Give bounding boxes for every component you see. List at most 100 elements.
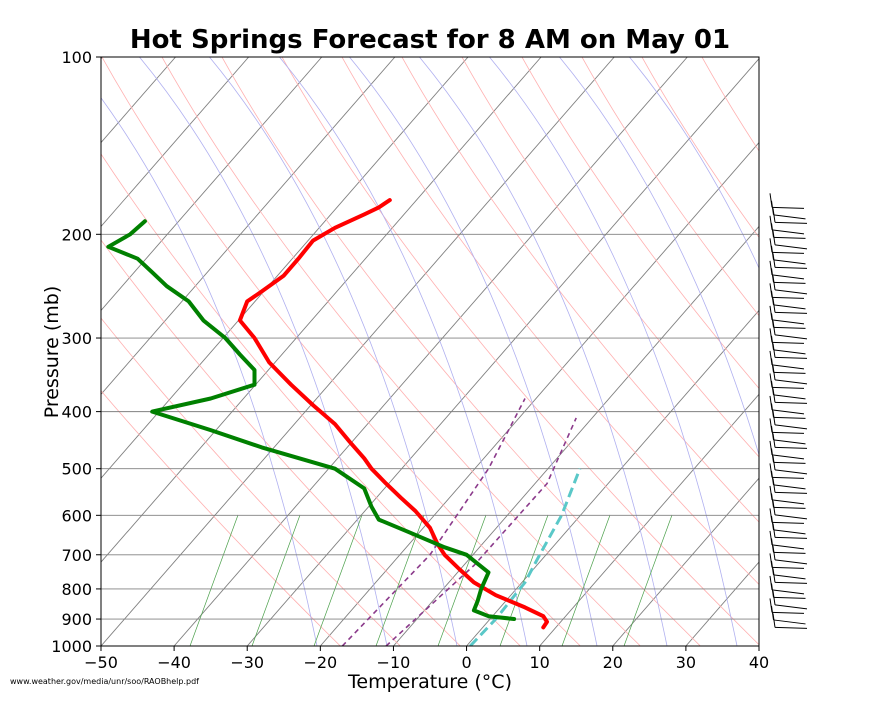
isotherm-line — [246, 57, 759, 646]
wind-barb — [769, 193, 805, 209]
moist-adiabat-line — [348, 57, 598, 646]
wind-barb — [771, 200, 806, 220]
wind-barb — [772, 545, 808, 565]
y-tick-label: 700 — [61, 546, 92, 565]
y-tick-label: 900 — [61, 610, 92, 629]
dry-adiabat-line — [101, 317, 401, 646]
isobar-gridlines — [101, 233, 759, 620]
wind-barb — [771, 245, 806, 265]
isotherm-line — [101, 57, 469, 479]
wind-barb — [772, 208, 808, 224]
wind-barb — [769, 215, 805, 235]
y-ticks: 1000 900 800 700 600 500 400 300 200 100 — [51, 48, 101, 656]
wind-barb — [769, 530, 805, 550]
mixing-ratio-line — [251, 514, 301, 646]
dry-adiabat-line — [101, 390, 341, 646]
wind-barb — [772, 523, 808, 539]
reference-line — [469, 468, 582, 646]
wind-barb — [772, 590, 808, 610]
dry-adiabat-line — [641, 57, 759, 238]
x-ticks: −50 −40 −30 −20 −10 0 10 20 30 40 — [84, 646, 769, 672]
dry-adiabat-line — [701, 57, 759, 152]
wind-barb — [769, 350, 805, 370]
isotherm-line — [612, 477, 759, 646]
dry-adiabat-line — [101, 153, 521, 646]
moist-adiabat-line — [278, 57, 528, 646]
wind-barb — [772, 478, 808, 494]
wind-barb — [769, 440, 805, 460]
moist-adiabat-line — [488, 57, 738, 646]
wind-barb — [771, 470, 806, 490]
x-tick-label: −40 — [157, 653, 191, 672]
x-tick-label: −30 — [230, 653, 264, 672]
x-tick-label: 40 — [749, 653, 769, 672]
moist-adiabat-line — [208, 57, 458, 646]
data-series — [106, 198, 549, 630]
wind-barb — [772, 500, 808, 520]
wind-barb — [772, 253, 808, 269]
reference-line — [341, 398, 526, 646]
y-tick-label: 800 — [61, 580, 92, 599]
isotherm-line — [319, 141, 759, 646]
dry-adiabat-line — [281, 57, 759, 646]
wind-barb — [772, 568, 808, 584]
y-tick-label: 300 — [61, 329, 92, 348]
isotherm-line — [101, 57, 396, 395]
dry-adiabat-line — [161, 57, 641, 646]
wind-barb — [771, 605, 806, 625]
isotherm-line — [101, 57, 323, 312]
x-tick-label: 30 — [676, 653, 696, 672]
x-tick-label: −20 — [303, 653, 337, 672]
moist-adiabat-line — [628, 57, 759, 270]
moist-adiabat-line — [101, 97, 318, 646]
temperature-line — [237, 198, 549, 630]
isotherm-line — [0, 57, 29, 646]
wind-barb — [771, 380, 806, 400]
wind-barb — [769, 260, 805, 280]
dewpoint-line — [106, 219, 517, 621]
chart-title: Hot Springs Forecast for 8 AM on May 01 — [130, 25, 730, 55]
mixing-ratio-line — [189, 514, 239, 646]
credit-text: www.weather.gov/media/unr/soo/RAOBhelp.p… — [10, 677, 199, 686]
wind-barb — [769, 485, 805, 505]
x-tick-label: −50 — [84, 653, 118, 672]
plot-frame — [100, 56, 760, 647]
mixing-ratio-line — [623, 514, 673, 646]
mixing-ratio-line — [313, 514, 363, 646]
dry-adiabat-line — [521, 57, 759, 389]
wind-barb — [771, 335, 806, 355]
reference-line — [385, 417, 577, 646]
x-tick-label: 0 — [461, 653, 471, 672]
wind-barb — [769, 305, 805, 325]
x-tick-label: 10 — [529, 653, 549, 672]
mixing-ratio-line — [437, 514, 487, 646]
dry-adiabat-line — [581, 57, 759, 317]
y-tick-label: 600 — [61, 506, 92, 525]
moist-adiabat-line — [138, 57, 388, 646]
dry-adiabat-line — [461, 57, 759, 458]
wind-barb — [772, 275, 808, 295]
isotherm-line — [393, 225, 759, 646]
x-axis-label: Temperature (°C) — [347, 671, 512, 693]
isotherm-line — [101, 57, 250, 228]
wind-barb — [771, 515, 806, 535]
wind-barb — [772, 455, 808, 475]
wind-barb — [771, 560, 806, 580]
reference-lines — [341, 398, 582, 646]
wind-barb — [772, 230, 808, 250]
wind-barb — [772, 613, 808, 629]
x-tick-label: 20 — [603, 653, 623, 672]
isotherm-line — [101, 57, 615, 646]
y-tick-label: 500 — [61, 460, 92, 479]
wind-barb — [772, 433, 808, 449]
mixing-ratio-line — [499, 514, 549, 646]
dry-adiabat-line — [101, 57, 581, 646]
y-tick-label: 100 — [61, 48, 92, 67]
wind-barb — [772, 365, 808, 385]
isotherm-line — [832, 57, 881, 646]
y-tick-label: 200 — [61, 225, 92, 244]
moist-adiabat-line — [558, 57, 759, 457]
y-tick-label: 1000 — [51, 637, 92, 656]
wind-barbs — [769, 193, 808, 629]
